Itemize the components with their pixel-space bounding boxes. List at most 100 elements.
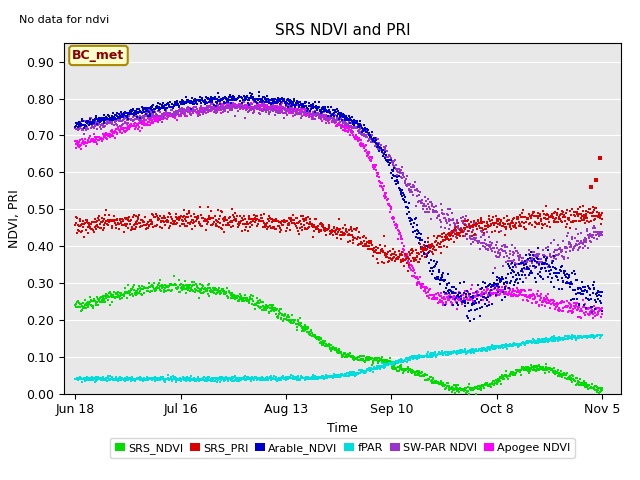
- Point: [141, 108, 152, 115]
- Point: [584, 332, 595, 339]
- Point: [324, 113, 334, 121]
- Point: [409, 272, 419, 280]
- Point: [384, 359, 394, 367]
- Point: [333, 120, 344, 128]
- Point: [207, 288, 218, 296]
- Point: [292, 374, 303, 382]
- Point: [492, 380, 502, 388]
- Point: [387, 250, 397, 257]
- Point: [161, 110, 172, 118]
- Point: [477, 303, 487, 311]
- Point: [129, 286, 139, 293]
- Point: [126, 107, 136, 114]
- Point: [350, 119, 360, 127]
- Point: [173, 109, 184, 117]
- Point: [232, 294, 243, 302]
- Point: [573, 238, 583, 245]
- Point: [190, 96, 200, 103]
- Point: [571, 208, 581, 216]
- Point: [421, 376, 431, 384]
- Point: [467, 226, 477, 233]
- Point: [373, 140, 383, 148]
- Point: [243, 100, 253, 108]
- Point: [341, 120, 351, 128]
- Point: [300, 326, 310, 334]
- Point: [154, 116, 164, 124]
- Point: [423, 288, 433, 296]
- Point: [173, 285, 183, 292]
- Point: [251, 373, 261, 381]
- Point: [438, 211, 448, 218]
- Point: [316, 226, 326, 234]
- Point: [132, 121, 143, 129]
- Point: [154, 105, 164, 113]
- Point: [317, 111, 328, 119]
- Point: [184, 377, 195, 384]
- Point: [479, 382, 490, 389]
- Point: [290, 103, 300, 110]
- Point: [351, 119, 361, 127]
- Point: [564, 334, 575, 341]
- Point: [365, 132, 376, 139]
- Point: [284, 373, 294, 381]
- Point: [214, 215, 224, 222]
- Point: [568, 372, 579, 380]
- Point: [521, 261, 531, 268]
- Point: [140, 285, 150, 292]
- Point: [305, 375, 316, 383]
- Point: [166, 112, 177, 120]
- Point: [476, 286, 486, 293]
- Point: [287, 212, 298, 219]
- Point: [176, 107, 186, 115]
- Point: [361, 234, 371, 241]
- Point: [184, 105, 195, 112]
- Point: [500, 342, 511, 349]
- Point: [442, 281, 452, 289]
- Point: [156, 286, 166, 294]
- Point: [524, 211, 534, 218]
- Point: [543, 243, 553, 251]
- Point: [81, 373, 92, 381]
- Point: [349, 234, 360, 241]
- Point: [220, 107, 230, 115]
- Point: [152, 112, 163, 120]
- Point: [503, 260, 513, 268]
- Point: [461, 217, 472, 225]
- Point: [209, 285, 220, 292]
- Point: [529, 213, 539, 220]
- Point: [248, 108, 259, 115]
- Point: [287, 106, 298, 113]
- Point: [399, 247, 410, 254]
- Point: [193, 218, 204, 226]
- Point: [248, 292, 259, 300]
- Point: [141, 375, 151, 383]
- Point: [571, 240, 581, 248]
- Point: [172, 107, 182, 115]
- Point: [446, 385, 456, 393]
- Point: [287, 219, 297, 227]
- Point: [255, 105, 266, 112]
- Point: [367, 161, 378, 169]
- Point: [544, 298, 554, 306]
- Point: [509, 369, 520, 377]
- Point: [433, 212, 444, 220]
- Point: [354, 353, 364, 360]
- Point: [486, 241, 497, 249]
- Point: [554, 307, 564, 315]
- Point: [310, 332, 321, 339]
- Point: [125, 107, 136, 115]
- Point: [408, 254, 418, 262]
- Point: [334, 121, 344, 129]
- Point: [152, 99, 163, 107]
- Point: [310, 215, 321, 222]
- Point: [169, 281, 179, 289]
- Point: [552, 336, 563, 343]
- Point: [332, 114, 342, 121]
- Point: [411, 214, 421, 222]
- Point: [223, 287, 234, 295]
- Point: [349, 370, 359, 378]
- Point: [589, 335, 599, 342]
- Point: [522, 264, 532, 272]
- Point: [321, 231, 332, 239]
- Point: [257, 374, 268, 382]
